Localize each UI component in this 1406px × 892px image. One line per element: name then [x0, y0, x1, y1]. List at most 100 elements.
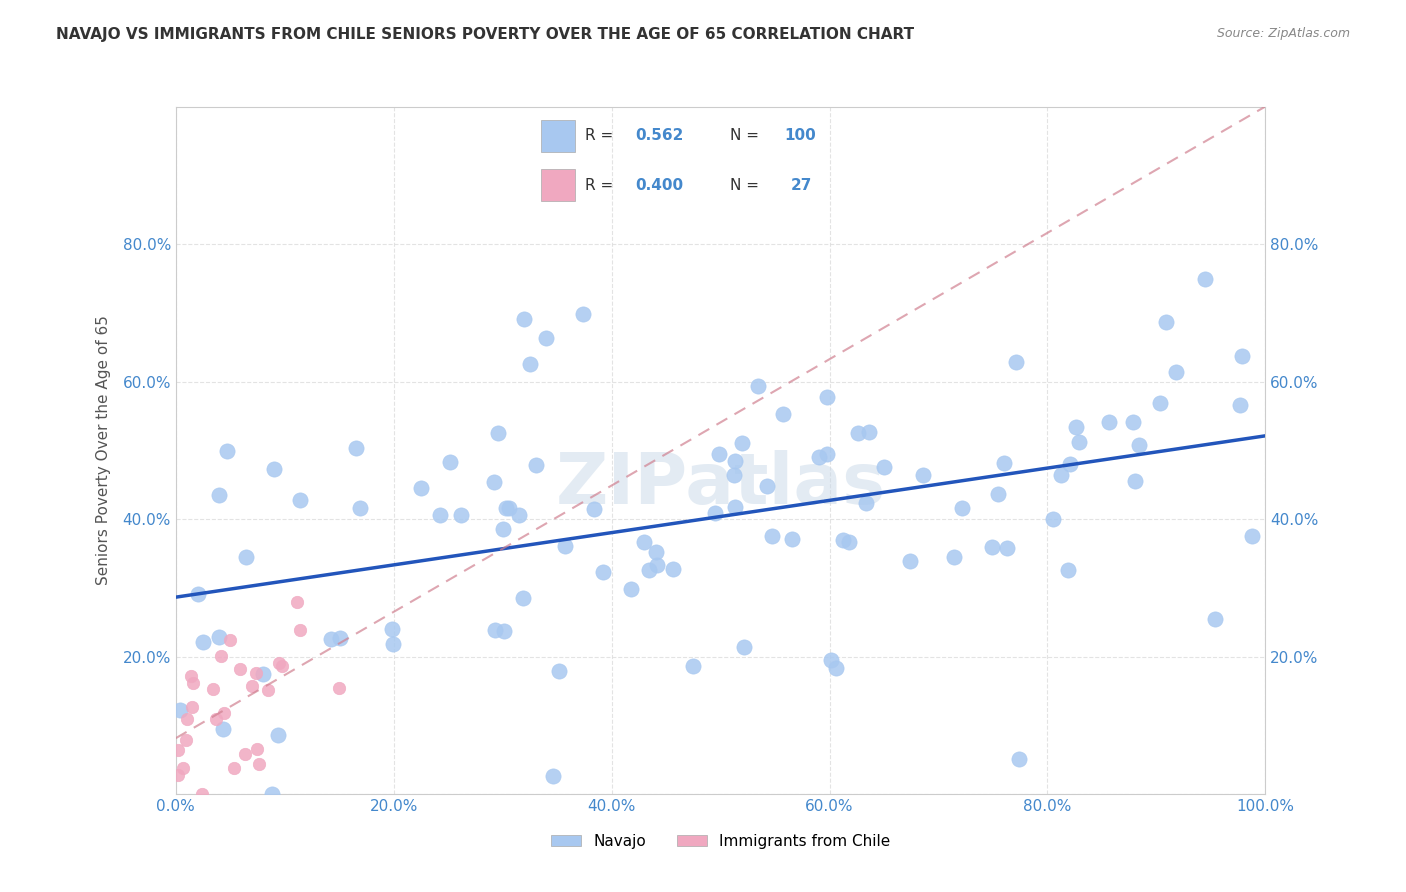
Point	[755, 479, 778, 493]
Point	[224, 761, 246, 775]
Text: 0.562: 0.562	[636, 128, 683, 144]
Point	[482, 475, 505, 489]
Point	[997, 541, 1019, 555]
Point	[247, 756, 270, 771]
Point	[344, 442, 367, 456]
Point	[380, 622, 402, 636]
Y-axis label: Seniors Poverty Over the Age of 65: Seniors Poverty Over the Age of 65	[96, 316, 111, 585]
Point	[176, 712, 198, 726]
Point	[319, 632, 342, 647]
Point	[204, 713, 226, 727]
Point	[429, 508, 451, 523]
Point	[820, 653, 842, 667]
Point	[207, 630, 229, 644]
Point	[187, 586, 209, 600]
Point	[633, 535, 655, 549]
Point	[328, 681, 350, 695]
Text: N =: N =	[730, 128, 763, 144]
Point	[1204, 612, 1226, 626]
Point	[519, 358, 541, 372]
Point	[512, 591, 534, 606]
Point	[208, 488, 231, 502]
Point	[1240, 529, 1263, 543]
Point	[731, 436, 754, 450]
Point	[993, 456, 1015, 470]
Point	[911, 468, 934, 483]
Point	[492, 522, 515, 536]
Point	[873, 459, 896, 474]
Point	[733, 640, 755, 654]
Point	[219, 632, 242, 647]
Point	[815, 447, 838, 461]
Point	[541, 769, 564, 783]
Point	[761, 529, 783, 543]
Point	[620, 582, 643, 597]
Text: R =: R =	[585, 178, 619, 193]
Point	[824, 661, 846, 675]
Point	[1042, 511, 1064, 525]
Point	[704, 506, 727, 520]
Point	[1232, 350, 1254, 364]
Point	[838, 535, 860, 549]
Point	[807, 450, 830, 465]
Point	[269, 656, 291, 670]
Point	[1149, 396, 1171, 410]
Point	[1008, 751, 1031, 765]
Point	[180, 700, 202, 714]
Point	[215, 444, 238, 458]
Legend: Navajo, Immigrants from Chile: Navajo, Immigrants from Chile	[544, 828, 897, 855]
Point	[950, 501, 973, 516]
Point	[645, 545, 668, 559]
Point	[772, 407, 794, 421]
Point	[548, 665, 571, 679]
Point	[439, 455, 461, 469]
Point	[252, 667, 274, 681]
Point	[349, 500, 371, 515]
Point	[201, 681, 224, 696]
Point	[212, 706, 235, 720]
Point	[723, 467, 745, 482]
Point	[980, 541, 1002, 555]
Point	[1123, 474, 1146, 488]
Point	[486, 425, 509, 440]
Point	[166, 743, 188, 757]
Point	[1067, 435, 1090, 450]
Point	[1064, 419, 1087, 434]
FancyBboxPatch shape	[541, 120, 575, 152]
Point	[172, 761, 194, 775]
Point	[1122, 415, 1144, 429]
Point	[260, 787, 283, 801]
Point	[592, 565, 614, 579]
Point	[1194, 271, 1216, 285]
Text: R =: R =	[585, 128, 619, 144]
Text: Source: ZipAtlas.com: Source: ZipAtlas.com	[1216, 27, 1350, 40]
Text: 27: 27	[790, 178, 813, 193]
Point	[832, 533, 855, 547]
Point	[271, 658, 294, 673]
Point	[245, 665, 267, 680]
Point	[498, 501, 520, 516]
Point	[524, 458, 547, 472]
Point	[211, 722, 233, 736]
Point	[492, 624, 515, 639]
Point	[229, 662, 252, 676]
Point	[169, 703, 191, 717]
Point	[263, 462, 285, 476]
Point	[534, 331, 557, 345]
Point	[1050, 468, 1073, 483]
Point	[724, 500, 747, 514]
Text: 100: 100	[785, 128, 815, 144]
Point	[484, 623, 506, 637]
Text: N =: N =	[730, 178, 763, 193]
Point	[266, 728, 288, 742]
Point	[329, 632, 352, 646]
Point	[512, 312, 534, 326]
Point	[987, 487, 1010, 501]
Point	[166, 768, 188, 782]
Point	[508, 508, 530, 522]
Point	[193, 634, 215, 648]
Point	[637, 563, 659, 577]
Point	[1057, 563, 1080, 577]
Point	[662, 562, 685, 576]
Point	[943, 550, 966, 565]
